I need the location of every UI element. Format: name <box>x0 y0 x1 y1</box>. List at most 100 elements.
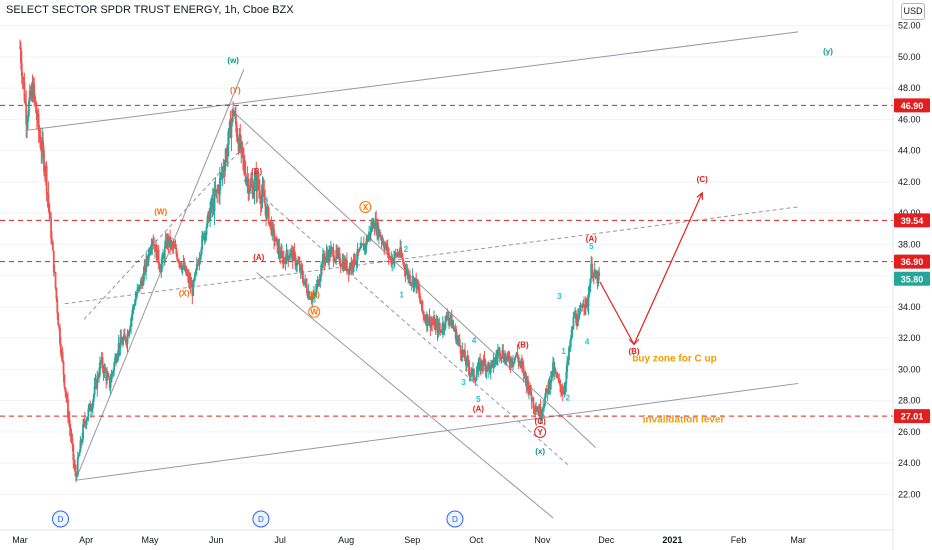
candle <box>552 362 555 374</box>
wave-label: (B) <box>518 341 529 350</box>
price-axis[interactable]: 52.00 50.00 48.00 46.00 44.00 42.00 40.00 38.00… <box>892 0 921 550</box>
candle <box>418 292 421 300</box>
candle <box>338 252 340 254</box>
candle <box>598 272 601 276</box>
candle <box>263 193 266 203</box>
wave-label: (C) <box>309 291 320 300</box>
time-axis[interactable]: Mar Apr May Jun Jul Aug Sep Oct Nov Dec 2021 Feb Mar <box>0 529 893 545</box>
candle <box>39 138 42 148</box>
candle <box>46 192 49 194</box>
candle <box>257 176 259 187</box>
candle <box>421 300 424 312</box>
candle <box>336 250 339 255</box>
wave-label: 4 <box>472 336 477 345</box>
candle <box>139 280 142 289</box>
candle <box>74 466 76 473</box>
candle <box>120 337 123 343</box>
candle <box>235 124 238 137</box>
candle <box>355 260 358 264</box>
candle <box>203 232 206 240</box>
candle <box>400 247 402 256</box>
candle <box>158 263 161 269</box>
candle <box>566 361 569 373</box>
candle <box>140 280 143 282</box>
candle <box>187 274 190 284</box>
candle <box>434 323 437 330</box>
candle <box>124 337 127 343</box>
candle <box>440 329 442 332</box>
y-tick-label: 26.00 <box>898 427 921 437</box>
candle <box>99 362 101 376</box>
candle <box>365 238 368 248</box>
x-tick-label: Dec <box>598 535 615 545</box>
candle <box>293 250 296 255</box>
candle <box>75 472 77 477</box>
candle <box>35 101 37 113</box>
candle <box>314 292 317 294</box>
candle <box>484 361 487 372</box>
y-tick-label: 32.00 <box>898 333 921 343</box>
candle <box>348 265 351 274</box>
candle <box>464 350 466 362</box>
candle <box>384 245 386 250</box>
price-tags: 46.90 39.54 36.90 27.01 35.80 <box>894 98 930 424</box>
candle <box>481 365 484 367</box>
candle <box>313 294 315 297</box>
candle <box>122 339 124 345</box>
candle <box>467 360 470 368</box>
candle <box>318 281 321 286</box>
candle <box>322 253 325 260</box>
chart-annotation: buy zone for C up <box>632 354 716 365</box>
candle <box>446 315 449 319</box>
candle <box>104 367 107 372</box>
trendline <box>64 206 799 305</box>
x-tick-label: Jun <box>209 535 224 545</box>
candle <box>59 327 61 344</box>
currency-button[interactable]: USD <box>901 3 925 20</box>
candle <box>450 314 453 329</box>
candle <box>253 179 256 192</box>
candle <box>314 293 316 295</box>
candle <box>488 362 490 366</box>
candle <box>169 236 172 247</box>
last-price-tag-bg <box>894 271 930 286</box>
candle <box>73 460 76 467</box>
candle <box>517 357 520 363</box>
candle <box>197 264 200 266</box>
candle <box>334 259 337 262</box>
candle <box>487 362 490 371</box>
candle <box>161 255 164 265</box>
candle <box>457 338 459 340</box>
candle <box>573 315 576 318</box>
candle <box>549 383 552 390</box>
level-price-tag: 36.90 <box>901 257 924 267</box>
candle <box>113 362 116 371</box>
candle <box>107 375 110 378</box>
candle <box>67 399 69 418</box>
candle <box>533 407 536 410</box>
candle <box>394 252 397 254</box>
candle <box>177 260 180 262</box>
candle <box>128 330 131 336</box>
candle <box>221 168 224 175</box>
candle <box>266 205 269 209</box>
wave-label: (Y) <box>230 86 241 95</box>
candle <box>271 224 274 235</box>
candle <box>33 83 36 97</box>
candle <box>550 371 553 384</box>
candle <box>220 173 223 175</box>
candle <box>597 272 600 284</box>
candle <box>65 392 68 398</box>
wave-label: (C) <box>535 417 546 426</box>
candle <box>227 128 230 145</box>
candle <box>126 333 129 345</box>
candle <box>205 226 208 235</box>
candle <box>288 257 291 260</box>
candle <box>57 313 60 326</box>
candle <box>308 292 311 299</box>
candle <box>147 260 149 262</box>
candle <box>123 334 126 338</box>
candle <box>198 259 201 265</box>
x-tick-label: Apr <box>79 535 93 545</box>
